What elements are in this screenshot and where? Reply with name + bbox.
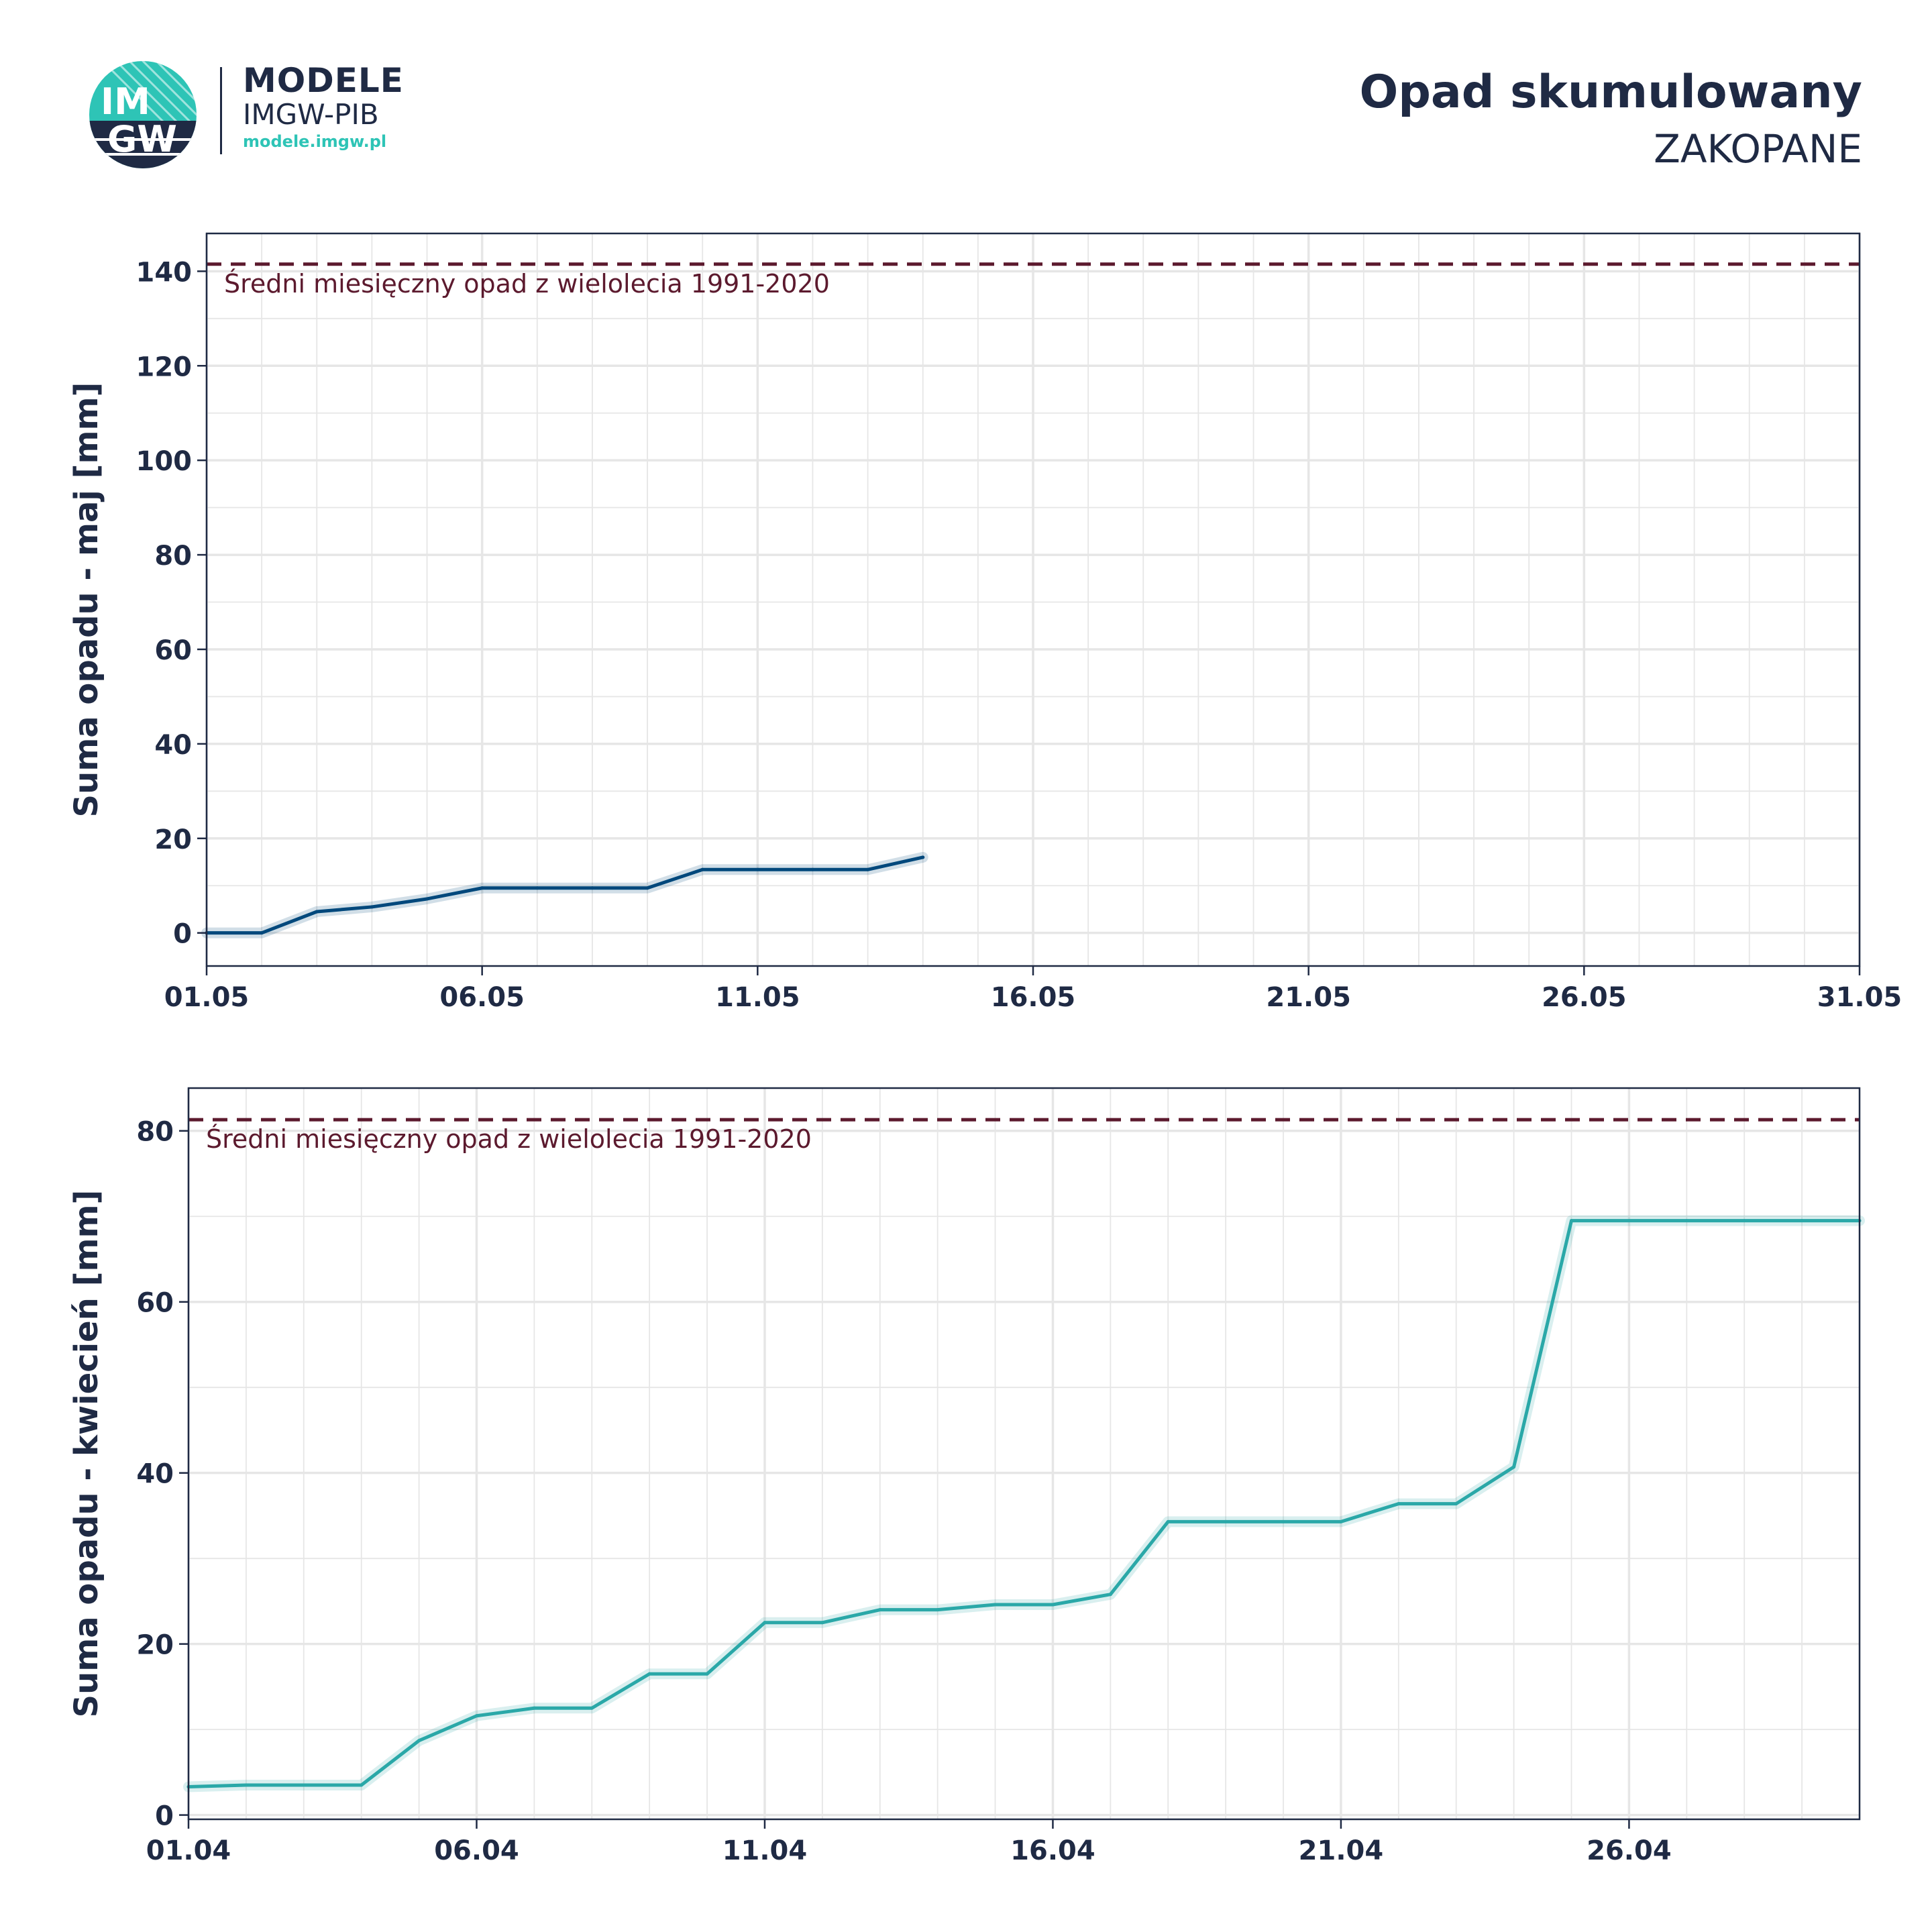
data-point <box>260 931 264 935</box>
y-tick-label: 20 <box>136 1630 174 1661</box>
data-point <box>645 886 649 890</box>
data-point <box>1108 1593 1112 1597</box>
data-point <box>1397 1502 1401 1506</box>
data-point <box>763 1621 767 1625</box>
x-tick-label: 21.05 <box>1266 982 1351 1013</box>
x-tick-label: 06.04 <box>434 1835 519 1866</box>
brand-url: modele.imgw.pl <box>243 132 387 151</box>
y-tick-label: 40 <box>154 730 192 761</box>
data-point <box>1051 1603 1055 1607</box>
data-point <box>532 1706 536 1710</box>
title-block: Opad skumulowany ZAKOPANE <box>1359 64 1862 177</box>
data-point <box>302 1783 306 1787</box>
series-line-halo <box>183 1215 1865 1792</box>
page-title: Opad skumulowany <box>1359 66 1862 119</box>
data-point <box>994 1603 998 1607</box>
data-point <box>1281 1519 1285 1523</box>
data-point <box>474 1714 478 1718</box>
y-tick-label: 20 <box>154 824 192 855</box>
y-tick-label: 40 <box>136 1459 174 1490</box>
data-point <box>700 867 704 871</box>
imgw-logo-icon: IM GW <box>89 61 197 168</box>
data-point <box>755 867 759 871</box>
data-point <box>1570 1219 1574 1223</box>
data-point <box>244 1783 248 1787</box>
x-tick-label: 16.05 <box>991 982 1076 1013</box>
x-tick-label: 11.04 <box>722 1835 808 1866</box>
data-point <box>810 867 814 871</box>
data-point <box>1339 1519 1343 1523</box>
logo-text-top: IM <box>101 80 150 123</box>
brand-name: MODELE <box>243 61 404 100</box>
data-point <box>1627 1219 1631 1223</box>
x-tick-label: 26.05 <box>1542 982 1627 1013</box>
data-point <box>425 897 429 901</box>
data-point <box>417 1739 421 1743</box>
page-subtitle: ZAKOPANE <box>1654 126 1862 172</box>
y-tick-label: 80 <box>154 541 192 572</box>
plot-frame <box>187 1087 1861 1821</box>
x-tick-label: 01.05 <box>164 982 250 1013</box>
reference-line-label: Średni miesięczny opad z wielolecia 1991… <box>224 269 830 299</box>
data-point <box>647 1672 651 1676</box>
data-point <box>936 1608 940 1612</box>
y-axis-label: Suma opadu - kwiecień [mm] <box>68 1190 105 1718</box>
x-tick-label: 31.05 <box>1817 982 1902 1013</box>
x-tick-label: 16.04 <box>1010 1835 1095 1866</box>
data-point <box>1166 1519 1170 1523</box>
data-point <box>370 905 374 909</box>
x-tick-label: 11.05 <box>715 982 800 1013</box>
data-point <box>1454 1502 1458 1506</box>
brand-block: MODELE IMGW-PIB modele.imgw.pl <box>243 62 404 153</box>
y-tick-label: 60 <box>154 635 192 666</box>
reference-line-label: Średni miesięczny opad z wielolecia 1991… <box>206 1124 812 1154</box>
imgw-logo: IM GW <box>87 59 199 173</box>
data-point <box>1684 1219 1688 1223</box>
series-line <box>186 1219 1862 1789</box>
data-point <box>590 886 594 890</box>
data-point <box>590 1706 594 1710</box>
brand-org: IMGW-PIB <box>243 98 379 131</box>
brand-divider <box>220 67 222 154</box>
y-tick-label: 0 <box>155 1801 174 1832</box>
x-tick-label: 26.04 <box>1587 1835 1672 1866</box>
x-tick-label: 21.04 <box>1299 1835 1384 1866</box>
chart-may: Średni miesięczny opad z wielolecia 1991… <box>68 232 1902 1013</box>
data-point <box>360 1783 364 1787</box>
chart-april: Średni miesięczny opad z wielolecia 1991… <box>68 1087 1865 1866</box>
x-tick-label: 01.04 <box>146 1835 231 1866</box>
data-point <box>1742 1219 1746 1223</box>
data-point <box>921 855 925 859</box>
y-tick-label: 120 <box>136 352 193 382</box>
y-tick-label: 140 <box>136 257 193 288</box>
y-tick-label: 60 <box>136 1288 174 1319</box>
data-point <box>480 886 484 890</box>
data-point <box>535 886 539 890</box>
data-point <box>705 1672 709 1676</box>
y-tick-label: 100 <box>136 446 193 477</box>
data-point <box>1224 1519 1228 1523</box>
data-point <box>1800 1219 1804 1223</box>
page-header: IM GW MODELE IMGW-PIB modele.imgw.pl Opa… <box>0 0 1932 201</box>
data-point <box>820 1621 824 1625</box>
y-axis-label: Suma opadu - maj [mm] <box>68 382 105 818</box>
logo-text-bottom: GW <box>107 118 177 160</box>
data-point <box>878 1608 882 1612</box>
y-tick-label: 80 <box>136 1117 174 1148</box>
x-tick-label: 06.05 <box>439 982 525 1013</box>
data-point <box>315 910 319 914</box>
data-point <box>866 867 870 871</box>
y-tick-label: 0 <box>173 919 192 950</box>
data-point <box>1512 1465 1516 1469</box>
series-line <box>205 855 925 935</box>
